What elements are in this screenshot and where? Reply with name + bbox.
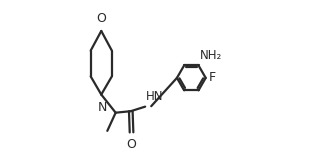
Text: N: N <box>97 101 107 114</box>
Text: O: O <box>96 12 106 25</box>
Text: HN: HN <box>146 90 163 103</box>
Text: F: F <box>208 71 215 84</box>
Text: NH₂: NH₂ <box>200 49 222 62</box>
Text: O: O <box>126 138 136 151</box>
